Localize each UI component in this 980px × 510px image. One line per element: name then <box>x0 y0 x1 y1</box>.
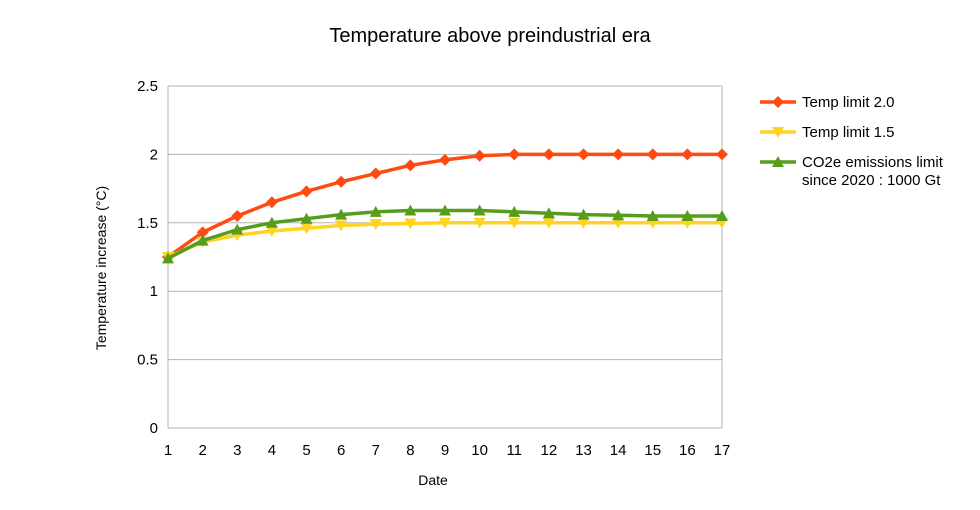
data-point-series-2 <box>265 226 278 238</box>
y-tick-label: 2.5 <box>137 78 158 95</box>
legend-label-2: Temp limit 1.5 <box>802 124 895 141</box>
data-point-series-1 <box>404 159 417 172</box>
y-tick-label: 2 <box>150 146 158 163</box>
data-point-series-3 <box>231 223 244 235</box>
legend-marker-3 <box>772 156 784 167</box>
data-point-series-2 <box>542 217 555 229</box>
data-point-series-1 <box>681 148 694 161</box>
x-tick-label: 8 <box>406 442 414 459</box>
data-point-series-3 <box>404 204 417 216</box>
data-point-series-1 <box>196 226 209 239</box>
data-point-series-3 <box>335 208 348 220</box>
data-point-series-1 <box>542 148 555 161</box>
data-point-series-3 <box>265 216 278 228</box>
data-point-series-1 <box>646 148 659 161</box>
data-point-series-3 <box>162 252 174 264</box>
y-tick-label: 0.5 <box>137 352 158 369</box>
data-point-series-2 <box>473 217 486 229</box>
x-tick-label: 5 <box>302 442 310 459</box>
x-tick-label: 3 <box>233 442 241 459</box>
x-tick-label: 9 <box>441 442 449 459</box>
data-point-series-3 <box>300 212 313 224</box>
legend-label-3: CO2e emissions limit since 2020 : 1000 Gt <box>802 154 944 189</box>
x-tick-label: 13 <box>575 442 592 459</box>
data-point-series-1 <box>335 175 348 188</box>
data-point-series-2 <box>577 217 590 229</box>
gridlines <box>167 85 723 429</box>
data-point-series-3 <box>542 207 555 219</box>
data-point-series-2 <box>369 219 382 231</box>
data-point-series-1 <box>508 148 521 161</box>
x-tick-label: 7 <box>372 442 380 459</box>
data-point-series-3 <box>612 209 625 221</box>
data-point-series-2 <box>508 217 521 229</box>
x-tick-label: 2 <box>198 442 206 459</box>
data-point-series-2 <box>335 220 348 232</box>
x-tick-label: 6 <box>337 442 345 459</box>
data-point-series-1 <box>265 196 278 209</box>
data-point-series-3 <box>716 209 728 221</box>
x-tick-label: 11 <box>506 442 522 459</box>
chart-title: Temperature above preindustrial era <box>329 25 651 47</box>
x-tick-label: 4 <box>268 442 276 459</box>
x-axis-label: Date <box>418 472 448 488</box>
legend-label-1: Temp limit 2.0 <box>802 94 895 111</box>
data-point-series-3 <box>369 205 382 217</box>
data-point-series-1 <box>231 209 244 222</box>
x-tick-label: 12 <box>541 442 558 459</box>
y-tick-label: 1 <box>150 283 158 300</box>
data-point-series-1 <box>439 153 451 166</box>
data-point-series-2 <box>439 217 451 229</box>
data-point-series-3 <box>473 204 486 216</box>
x-tick-label: 10 <box>471 442 488 459</box>
data-point-series-2 <box>404 218 417 230</box>
y-axis-ticks: 0 0.5 1 1.5 2 2.5 <box>137 78 158 437</box>
data-point-series-1 <box>577 148 590 161</box>
legend: Temp limit 2.0 Temp limit 1.5 CO2e emissio… <box>760 94 944 189</box>
legend-marker-1 <box>772 96 784 108</box>
y-axis-label: Temperature increase (°C) <box>93 186 109 350</box>
data-point-series-3 <box>439 204 451 216</box>
y-tick-label: 0 <box>150 420 158 437</box>
x-tick-label: 16 <box>679 442 696 459</box>
data-point-series-2 <box>300 223 313 235</box>
data-point-series-1 <box>612 148 625 161</box>
data-point-series-1 <box>473 149 486 162</box>
series-group <box>162 148 728 264</box>
data-point-series-1 <box>300 185 313 198</box>
data-point-series-3 <box>508 205 521 217</box>
x-tick-label: 15 <box>644 442 661 459</box>
data-point-series-1 <box>369 167 382 180</box>
data-point-series-1 <box>716 148 728 161</box>
legend-marker-2 <box>772 127 784 138</box>
x-axis-ticks: 1 2 3 4 5 6 7 8 9 10 11 12 13 14 15 16 17 <box>164 442 731 459</box>
x-tick-label: 1 <box>164 442 172 459</box>
data-point-series-2 <box>612 217 625 229</box>
data-point-series-3 <box>646 209 659 221</box>
data-point-series-3 <box>577 208 590 220</box>
data-point-series-3 <box>196 234 209 246</box>
data-point-series-3 <box>681 209 694 221</box>
y-tick-label: 1.5 <box>137 215 158 232</box>
x-tick-label: 14 <box>610 442 627 459</box>
x-tick-label: 17 <box>714 442 731 459</box>
